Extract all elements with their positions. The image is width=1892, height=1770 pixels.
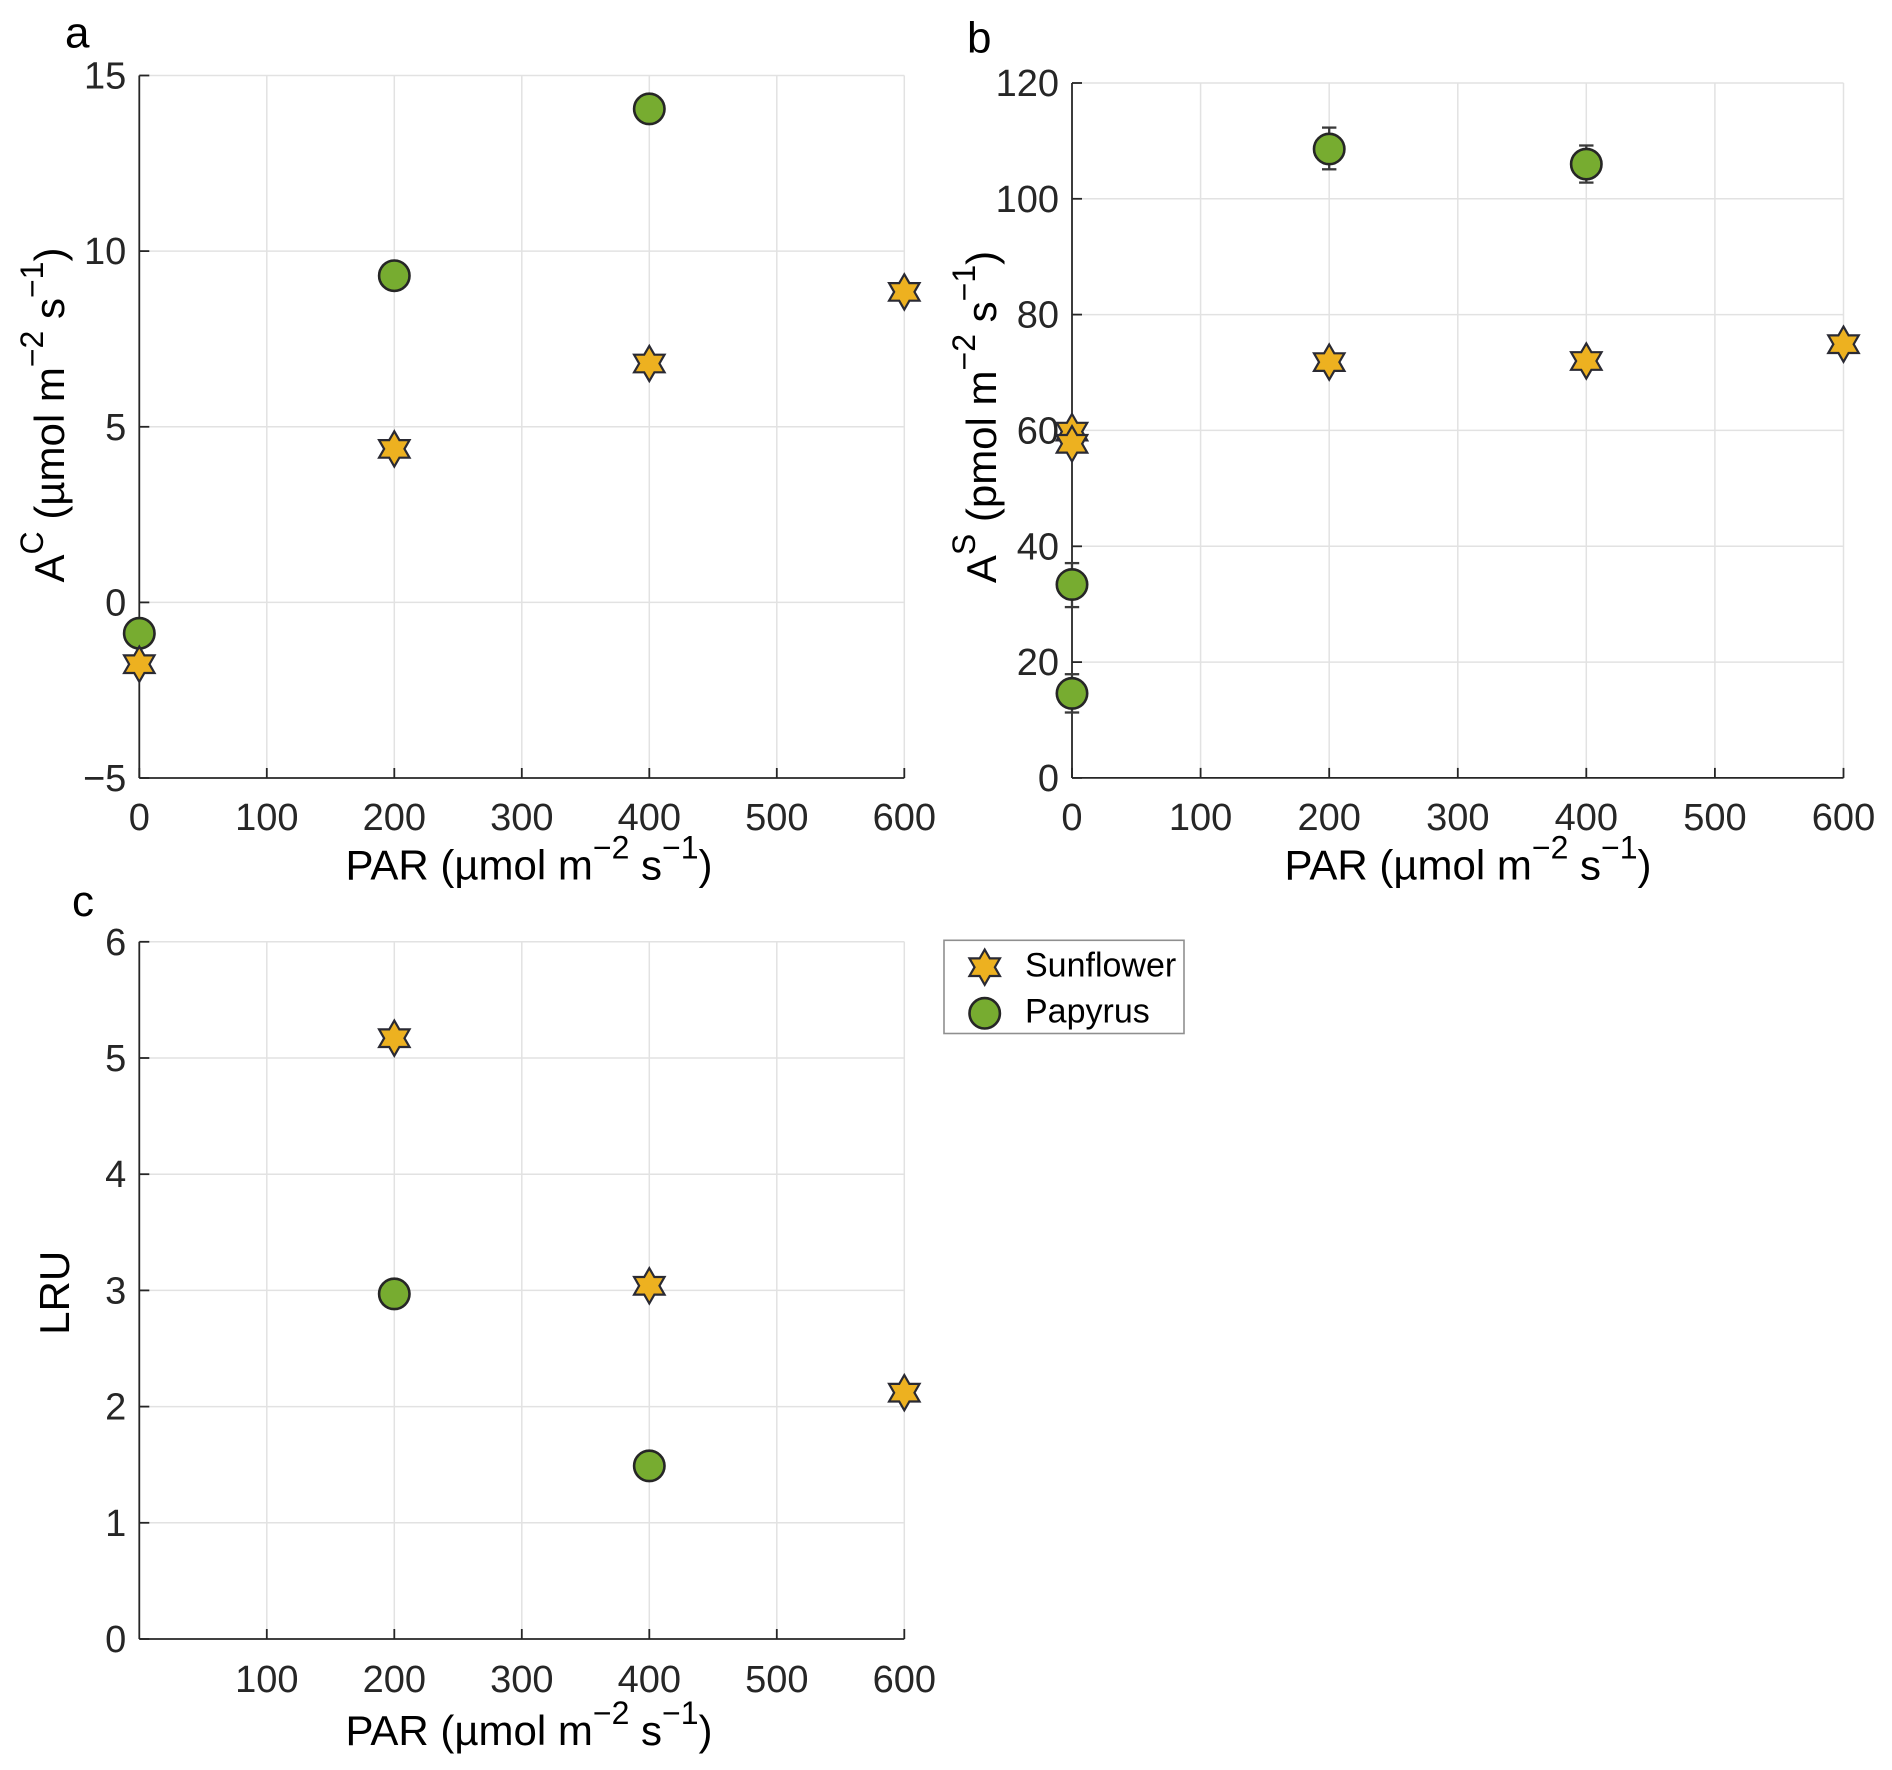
svg-text:Sunflower: Sunflower [1025,947,1176,985]
svg-text:500: 500 [1683,797,1746,839]
svg-text:c: c [72,877,94,926]
svg-text:60: 60 [1017,410,1059,452]
svg-text:80: 80 [1017,295,1059,337]
svg-text:0: 0 [1038,758,1059,800]
svg-text:200: 200 [363,1659,426,1701]
svg-text:−5: −5 [83,758,126,800]
svg-text:2: 2 [105,1387,126,1429]
svg-text:400: 400 [618,797,681,839]
svg-text:15: 15 [84,56,126,98]
svg-text:200: 200 [1297,797,1360,839]
svg-text:300: 300 [490,797,553,839]
svg-text:40: 40 [1017,526,1059,568]
svg-text:120: 120 [996,63,1059,105]
svg-text:10: 10 [84,231,126,273]
svg-text:400: 400 [1555,797,1618,839]
svg-text:300: 300 [1426,797,1489,839]
svg-text:0: 0 [105,1619,126,1661]
svg-text:200: 200 [363,797,426,839]
svg-text:1: 1 [105,1503,126,1545]
svg-text:0: 0 [1061,797,1082,839]
svg-text:0: 0 [129,797,150,839]
svg-text:20: 20 [1017,642,1059,684]
svg-text:500: 500 [745,1659,808,1701]
svg-text:100: 100 [235,797,298,839]
svg-text:100: 100 [996,179,1059,221]
svg-text:400: 400 [618,1659,681,1701]
svg-text:0: 0 [105,582,126,624]
svg-text:4: 4 [105,1154,126,1196]
svg-text:100: 100 [235,1659,298,1701]
svg-text:3: 3 [105,1270,126,1312]
svg-text:b: b [967,14,991,63]
svg-text:600: 600 [873,1659,936,1701]
svg-text:500: 500 [745,797,808,839]
svg-text:5: 5 [105,407,126,449]
svg-text:Papyrus: Papyrus [1025,993,1150,1031]
svg-text:100: 100 [1169,797,1232,839]
svg-text:600: 600 [873,797,936,839]
svg-text:600: 600 [1812,797,1875,839]
svg-text:6: 6 [105,922,126,964]
svg-text:300: 300 [490,1659,553,1701]
svg-text:5: 5 [105,1038,126,1080]
svg-text:LRU: LRU [31,1251,78,1335]
svg-text:a: a [65,9,90,58]
